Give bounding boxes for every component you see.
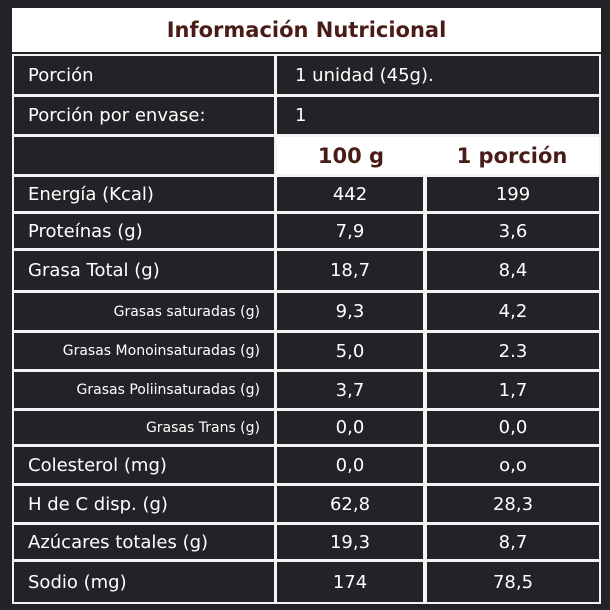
nutrient-value-per-serving: 78,5 (427, 562, 599, 602)
nutrient-value-per100: 9,3 (277, 293, 423, 330)
nutrient-value-per-serving: 4,2 (427, 293, 599, 330)
nutrient-value-per100: 18,7 (277, 251, 423, 290)
nutrient-value-per100: 442 (277, 177, 423, 211)
nutrient-value-per-serving: 3,6 (427, 214, 599, 248)
nutrient-value-per-serving: 0,0 (427, 411, 599, 444)
column-header-per-serving: 1 porción (425, 137, 599, 174)
nutrient-label: Grasas Trans (g) (14, 411, 274, 444)
nutrient-value-per100: 5,0 (277, 333, 423, 369)
servings-per-container-label: Porción por envase: (14, 97, 274, 134)
nutrient-label: Grasas saturadas (g) (14, 293, 274, 330)
nutrient-label: H de C disp. (g) (14, 486, 274, 522)
nutrient-label: Proteínas (g) (14, 214, 274, 248)
nutrition-table: Porción 1 unidad (45g). Porción por enva… (12, 54, 601, 604)
nutrient-value-per100: 19,3 (277, 525, 423, 559)
nutrient-label: Energía (Kcal) (14, 177, 274, 211)
nutrient-value-per-serving: 28,3 (427, 486, 599, 522)
nutrient-value-per100: 0,0 (277, 411, 423, 444)
nutrient-value-per-serving: 2.3 (427, 333, 599, 369)
nutrient-value-per-serving: o,o (427, 447, 599, 483)
nutrient-label: Grasa Total (g) (14, 251, 274, 290)
nutrient-label: Grasas Poliinsaturadas (g) (14, 372, 274, 408)
nutrient-value-per-serving: 8,7 (427, 525, 599, 559)
serving-value: 1 unidad (45g). (277, 56, 599, 94)
servings-per-container-value: 1 (277, 97, 599, 134)
title-bar: Información Nutricional (12, 8, 601, 52)
header-empty-cell (14, 137, 274, 174)
nutrient-label: Grasas Monoinsaturadas (g) (14, 333, 274, 369)
nutrient-label: Sodio (mg) (14, 562, 274, 602)
nutrient-value-per100: 62,8 (277, 486, 423, 522)
nutrient-value-per-serving: 1,7 (427, 372, 599, 408)
nutrient-value-per-serving: 8,4 (427, 251, 599, 290)
nutrient-value-per-serving: 199 (427, 177, 599, 211)
nutrient-value-per100: 0,0 (277, 447, 423, 483)
table-title: Información Nutricional (166, 18, 447, 42)
nutrient-value-per100: 3,7 (277, 372, 423, 408)
serving-label: Porción (14, 56, 274, 94)
nutrient-value-per100: 7,9 (277, 214, 423, 248)
column-header-per100: 100 g (277, 137, 425, 174)
nutrient-label: Azúcares totales (g) (14, 525, 274, 559)
nutrient-value-per100: 174 (277, 562, 423, 602)
nutrient-label: Colesterol (mg) (14, 447, 274, 483)
